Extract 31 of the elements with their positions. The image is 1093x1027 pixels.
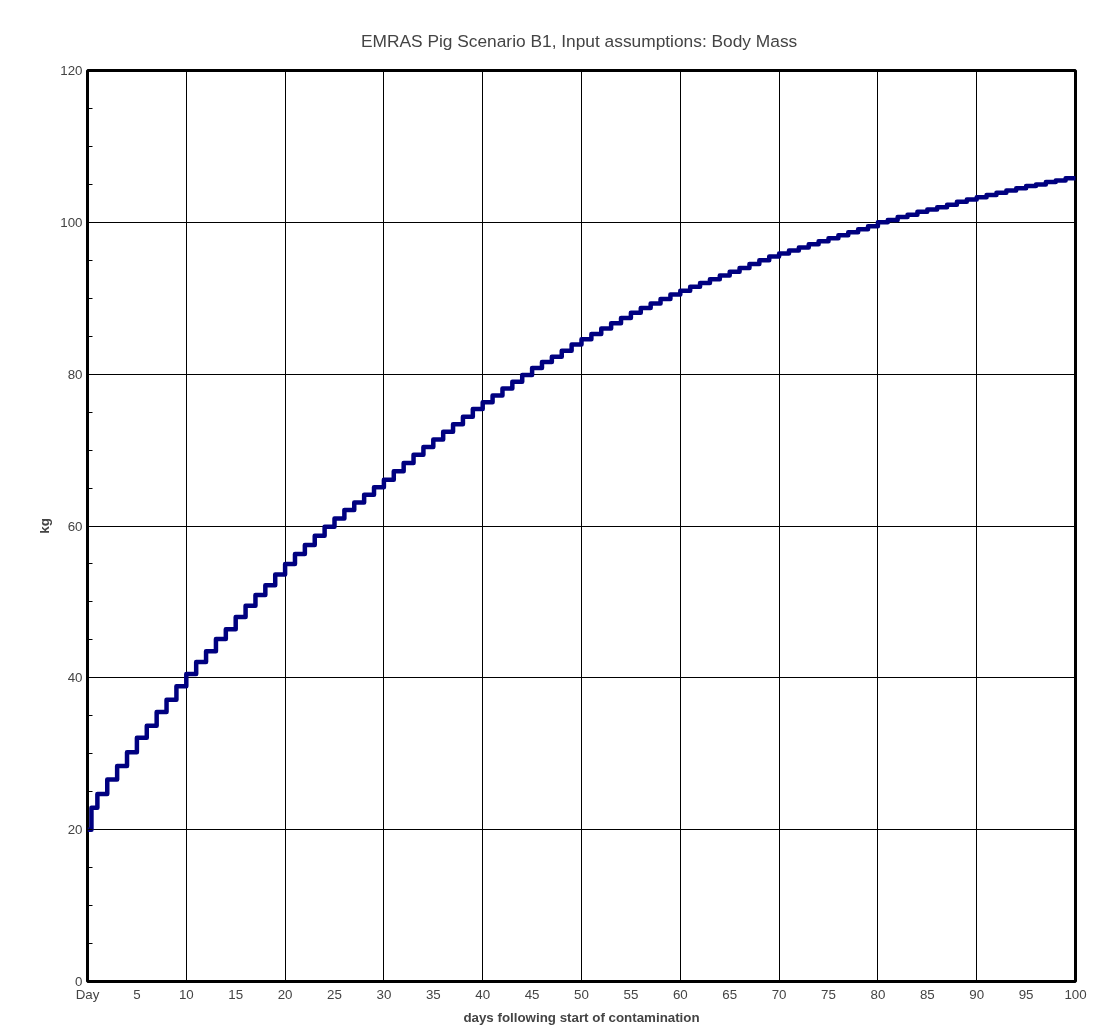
x-tick-label: 80 bbox=[870, 986, 886, 1002]
x-tick-label: 65 bbox=[722, 986, 738, 1002]
x-tick-label: 95 bbox=[1018, 986, 1034, 1002]
y-tick-label: 60 bbox=[67, 518, 83, 534]
x-tick-label: 100 bbox=[1064, 986, 1087, 1002]
y-tick-label: 20 bbox=[67, 822, 83, 838]
x-tick-label: 75 bbox=[821, 986, 836, 1002]
x-tick-label: 30 bbox=[376, 986, 392, 1002]
x-tick-label: 60 bbox=[672, 986, 688, 1002]
x-tick-label: 70 bbox=[771, 986, 787, 1002]
chart-title: EMRAS Pig Scenario B1, Input assumptions: Body Mass bbox=[360, 30, 798, 51]
x-tick-label: 15 bbox=[228, 986, 244, 1002]
x-tick-label: 45 bbox=[524, 986, 540, 1002]
x-tick-label: 20 bbox=[277, 986, 293, 1002]
y-tick-label: 40 bbox=[67, 670, 83, 686]
x-tick-label: 85 bbox=[919, 986, 935, 1002]
x-tick-label: Day bbox=[75, 986, 100, 1002]
y-tick-label: 120 bbox=[60, 63, 83, 78]
y-tick-label: 100 bbox=[60, 214, 83, 230]
x-tick-label: 25 bbox=[327, 986, 342, 1002]
y-tick-label: 0 bbox=[75, 974, 83, 989]
x-axis-title: days following start of contamination bbox=[463, 1009, 700, 1025]
y-axis-title: kg bbox=[37, 518, 53, 534]
y-tick-label: 80 bbox=[67, 366, 83, 382]
x-tick-label: 10 bbox=[178, 986, 194, 1002]
x-tick-label: 40 bbox=[475, 986, 491, 1002]
x-tick-label: 5 bbox=[133, 986, 141, 1002]
x-tick-label: 50 bbox=[574, 986, 589, 1002]
x-tick-label: 35 bbox=[425, 986, 441, 1002]
x-tick-label: 55 bbox=[623, 986, 639, 1002]
x-tick-label: 90 bbox=[969, 986, 985, 1002]
